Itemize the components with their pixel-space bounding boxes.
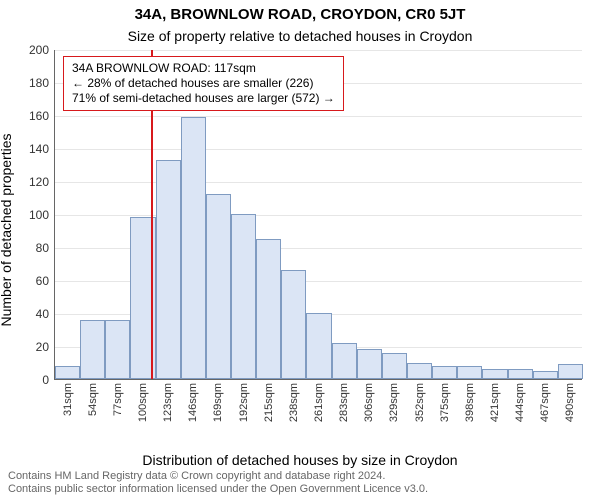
histogram-bar — [533, 371, 558, 379]
x-axis-label: Distribution of detached houses by size … — [0, 452, 600, 468]
gridline-h — [55, 182, 582, 183]
x-tick-label: 238sqm — [288, 383, 300, 422]
attribution: Contains HM Land Registry data © Crown c… — [8, 470, 428, 496]
gridline-h — [55, 215, 582, 216]
x-tick-label: 444sqm — [514, 383, 526, 422]
y-tick-label: 180 — [29, 76, 49, 90]
x-tick-label: 123sqm — [162, 383, 174, 422]
histogram-bar — [55, 366, 80, 379]
x-tick-label: 352sqm — [414, 383, 426, 422]
histogram-bar — [432, 366, 457, 379]
histogram-bar — [457, 366, 482, 379]
x-tick-label: 467sqm — [539, 383, 551, 422]
histogram-bar — [407, 363, 432, 380]
gridline-h — [55, 149, 582, 150]
x-tick-label: 192sqm — [238, 383, 250, 422]
x-tick-label: 490sqm — [564, 383, 576, 422]
y-tick-label: 60 — [36, 274, 49, 288]
x-tick-label: 398sqm — [464, 383, 476, 422]
x-tick-label: 77sqm — [112, 383, 124, 416]
histogram-bar — [558, 364, 583, 379]
plot-area: 02040608010012014016018020031sqm54sqm77s… — [54, 50, 582, 380]
attribution-line-2: Contains public sector information licen… — [8, 483, 428, 496]
histogram-bar — [281, 270, 306, 379]
gridline-h — [55, 116, 582, 117]
histogram-bar — [508, 369, 533, 379]
title-sub: Size of property relative to detached ho… — [0, 28, 600, 44]
x-tick-label: 100sqm — [137, 383, 149, 422]
histogram-bar — [156, 160, 181, 379]
histogram-bar — [181, 117, 206, 379]
histogram-bar — [357, 349, 382, 379]
histogram-bar — [256, 239, 281, 379]
x-tick-label: 306sqm — [363, 383, 375, 422]
x-tick-label: 421sqm — [489, 383, 501, 422]
attribution-line-1: Contains HM Land Registry data © Crown c… — [8, 470, 428, 483]
y-tick-label: 100 — [29, 208, 49, 222]
y-tick-label: 160 — [29, 109, 49, 123]
annotation-line-2: ← 28% of detached houses are smaller (22… — [72, 76, 335, 91]
annotation-line-1: 34A BROWNLOW ROAD: 117sqm — [72, 61, 335, 76]
x-tick-label: 54sqm — [87, 383, 99, 416]
y-tick-label: 200 — [29, 43, 49, 57]
histogram-bar — [306, 313, 331, 379]
x-tick-label: 169sqm — [212, 383, 224, 422]
x-tick-label: 261sqm — [313, 383, 325, 422]
x-tick-label: 146sqm — [187, 383, 199, 422]
y-tick-label: 140 — [29, 142, 49, 156]
histogram-bar — [231, 214, 256, 379]
histogram-bar — [382, 353, 407, 379]
histogram-bar — [332, 343, 357, 379]
x-tick-label: 329sqm — [388, 383, 400, 422]
x-tick-label: 375sqm — [439, 383, 451, 422]
histogram-bar — [206, 194, 231, 379]
x-tick-label: 283sqm — [338, 383, 350, 422]
y-axis-label: Number of detached properties — [0, 134, 14, 327]
histogram-bar — [80, 320, 105, 379]
chart-container: 34A, BROWNLOW ROAD, CROYDON, CR0 5JT Siz… — [0, 0, 600, 500]
y-tick-label: 40 — [36, 307, 49, 321]
x-tick-label: 215sqm — [263, 383, 275, 422]
y-tick-label: 20 — [36, 340, 49, 354]
title-main: 34A, BROWNLOW ROAD, CROYDON, CR0 5JT — [0, 6, 600, 23]
gridline-h — [55, 50, 582, 51]
y-tick-label: 80 — [36, 241, 49, 255]
annotation-box: 34A BROWNLOW ROAD: 117sqm ← 28% of detac… — [63, 56, 344, 111]
x-tick-label: 31sqm — [62, 383, 74, 416]
y-tick-label: 0 — [42, 373, 49, 387]
histogram-bar — [105, 320, 130, 379]
annotation-line-3: 71% of semi-detached houses are larger (… — [72, 91, 335, 106]
histogram-bar — [482, 369, 507, 379]
y-tick-label: 120 — [29, 175, 49, 189]
